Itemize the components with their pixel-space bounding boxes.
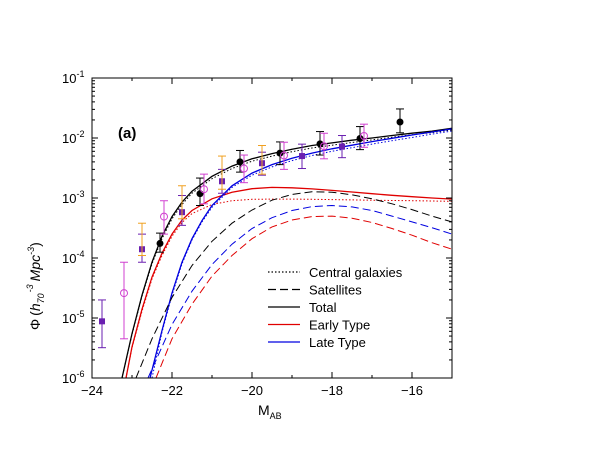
- early-centrals-curve: [125, 198, 452, 378]
- legend-label: Early Type: [309, 318, 370, 333]
- x-axis-title-main: M: [258, 402, 270, 418]
- late-satellites-curve: [147, 204, 452, 378]
- y-tick-label: 10-2: [62, 129, 84, 146]
- magenta-open-circles-point: [240, 164, 248, 173]
- y-axis-h-sub: 70: [36, 293, 46, 303]
- y-axis-title: Φ(h70-3Mpc-3): [25, 242, 46, 330]
- legend-label: Central galaxies: [309, 265, 403, 280]
- magenta-open-circles-point: [320, 142, 328, 151]
- total-centrals-curve: [121, 129, 452, 378]
- early-satellites-curve: [155, 215, 452, 378]
- legend: Central galaxies Satellites Total Early Typ…: [268, 265, 403, 350]
- legend-label: Satellites: [309, 283, 362, 298]
- total-satellites-curve: [135, 191, 452, 378]
- y-tick-label-base: 10: [62, 131, 76, 146]
- y-axis-h: h: [27, 303, 43, 311]
- y-axis-mpc: Mpc: [27, 255, 43, 281]
- legend-label: Late Type: [309, 335, 366, 350]
- x-tick-label: −20: [241, 383, 263, 398]
- x-tick-label: −18: [321, 383, 343, 398]
- total-total-curve: [121, 127, 452, 378]
- black-filled-circles-point: [196, 190, 204, 198]
- magenta-open-circles-point: [360, 131, 368, 140]
- black-filled-circles-point: [356, 135, 364, 143]
- purple-filled-squares-point: [299, 153, 305, 160]
- y-tick-label-exponent: -2: [76, 129, 84, 139]
- x-tick-label: −22: [161, 383, 183, 398]
- magenta-open-circles-point: [120, 289, 128, 298]
- y-axis-phi: Φ: [27, 319, 43, 330]
- black-filled-circles-point: [236, 158, 244, 166]
- magenta-open-circles-point: [160, 212, 168, 221]
- y-axis-paren-open: (: [27, 311, 43, 316]
- y-tick-label-base: 10: [62, 71, 76, 86]
- y-axis-h-exp: -3: [25, 284, 35, 292]
- y-tick-label-base: 10: [62, 251, 76, 266]
- panel-label: (a): [118, 125, 136, 142]
- y-axis-mpc-exp: -3: [26, 247, 36, 255]
- black-filled-circles-point: [316, 140, 324, 148]
- x-tick-label: −24: [81, 383, 103, 398]
- y-tick-label-base: 10: [62, 191, 76, 206]
- black-filled-circles-point: [156, 239, 164, 247]
- purple-filled-squares-point: [99, 318, 105, 325]
- y-tick-label: 10-5: [62, 309, 84, 326]
- x-axis-title: MAB: [258, 402, 282, 421]
- late-centrals-curve: [151, 130, 452, 378]
- early-total-curve: [125, 186, 452, 378]
- purple-filled-squares-point: [339, 143, 345, 150]
- black-filled-circles-point: [276, 149, 284, 157]
- x-axis-title-sub: AB: [270, 411, 282, 421]
- model-curves: [121, 127, 452, 378]
- y-tick-label: 10-4: [62, 249, 84, 266]
- y-axis-paren-close: ): [27, 242, 43, 247]
- y-tick-label-exponent: -3: [76, 189, 84, 199]
- magenta-open-circles-point: [200, 185, 208, 194]
- y-tick-label-base: 10: [62, 311, 76, 326]
- legend-label: Total: [309, 300, 337, 315]
- y-tick-label-base: 10: [62, 371, 76, 386]
- y-tick-label-exponent: -4: [76, 249, 84, 259]
- x-tick-label: −16: [401, 383, 423, 398]
- y-tick-label-exponent: -5: [76, 309, 84, 319]
- y-tick-label-exponent: -6: [76, 369, 84, 379]
- late-total-curve: [149, 128, 452, 378]
- y-tick-label: 10-1: [62, 69, 84, 86]
- plot-frame: [91, 77, 453, 379]
- observed-data-points: [98, 108, 404, 349]
- y-tick-label: 10-6: [62, 369, 84, 386]
- black-filled-circles-point: [396, 118, 404, 126]
- y-tick-label-exponent: -1: [76, 69, 84, 79]
- magenta-open-circles-point: [280, 151, 288, 160]
- y-tick-label: 10-3: [62, 189, 84, 206]
